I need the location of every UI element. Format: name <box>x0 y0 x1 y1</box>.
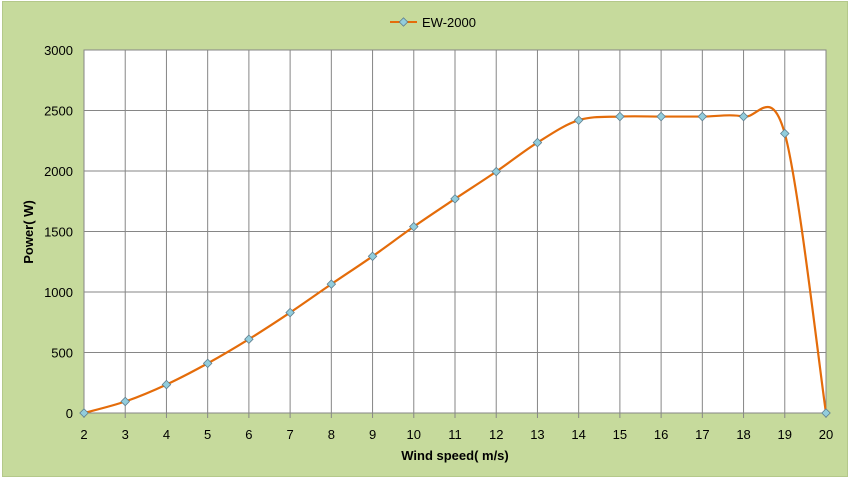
x-tick-label: 11 <box>448 427 462 442</box>
data-point-marker <box>367 251 378 262</box>
data-point-marker <box>244 334 254 344</box>
x-tick-label: 20 <box>819 427 833 442</box>
x-tick-label: 19 <box>778 427 792 442</box>
legend: EW-2000 <box>390 15 476 30</box>
line-chart: 0 500 1000 1500 2000 2500 3000 2 3 4 5 6 7 8 9 10 11 12 13… <box>21 15 833 463</box>
x-tick-label: 4 <box>163 427 170 442</box>
data-point-marker <box>450 194 460 204</box>
data-point-marker <box>161 379 172 390</box>
x-tick-label: 13 <box>530 427 544 442</box>
x-tick-label: 6 <box>245 427 252 442</box>
data-point-marker <box>120 396 130 407</box>
y-tick-label: 500 <box>51 346 73 361</box>
data-point-marker <box>532 137 543 148</box>
y-tick-label: 2500 <box>44 104 73 119</box>
gridlines <box>83 50 827 418</box>
x-tick-label: 7 <box>286 427 293 442</box>
legend-marker-diamond <box>398 17 409 27</box>
x-tick-label: 3 <box>122 427 129 442</box>
y-tick-label: 0 <box>66 406 73 421</box>
data-point-marker <box>821 408 831 418</box>
data-point-marker <box>79 408 89 418</box>
data-point-marker <box>697 111 708 122</box>
data-point-marker <box>656 111 666 122</box>
data-point-marker <box>202 358 213 369</box>
tick-labels: 0 500 1000 1500 2000 2500 3000 2 3 4 5 6 7 8 9 10 11 12 13… <box>44 43 833 442</box>
data-point-marker <box>326 279 337 289</box>
y-tick-label: 1000 <box>44 285 73 300</box>
data-point-marker <box>615 111 625 122</box>
x-tick-label: 10 <box>407 427 421 442</box>
data-point-marker <box>409 221 419 232</box>
x-axis-title: Wind speed( m/s) <box>401 448 509 463</box>
data-point-marker <box>738 111 749 122</box>
y-tick-label: 2000 <box>44 164 73 179</box>
data-point-marker <box>780 128 790 139</box>
y-axis-title: Power( W) <box>21 200 36 264</box>
x-tick-label: 15 <box>613 427 627 442</box>
x-tick-label: 8 <box>328 427 335 442</box>
x-tick-label: 16 <box>654 427 668 442</box>
y-tick-label: 3000 <box>44 43 73 58</box>
x-tick-label: 9 <box>369 427 376 442</box>
data-point-marker <box>285 307 295 318</box>
data-point-marker <box>491 166 501 177</box>
x-tick-label: 17 <box>695 427 709 442</box>
series-layer <box>79 105 831 418</box>
legend-label: EW-2000 <box>422 15 476 30</box>
data-point-marker <box>573 115 584 125</box>
y-tick-label: 1500 <box>44 225 73 240</box>
x-tick-label: 5 <box>204 427 211 442</box>
x-tick-label: 2 <box>80 427 87 442</box>
x-tick-label: 18 <box>736 427 750 442</box>
x-tick-label: 12 <box>489 427 503 442</box>
x-tick-label: 14 <box>571 427 585 442</box>
